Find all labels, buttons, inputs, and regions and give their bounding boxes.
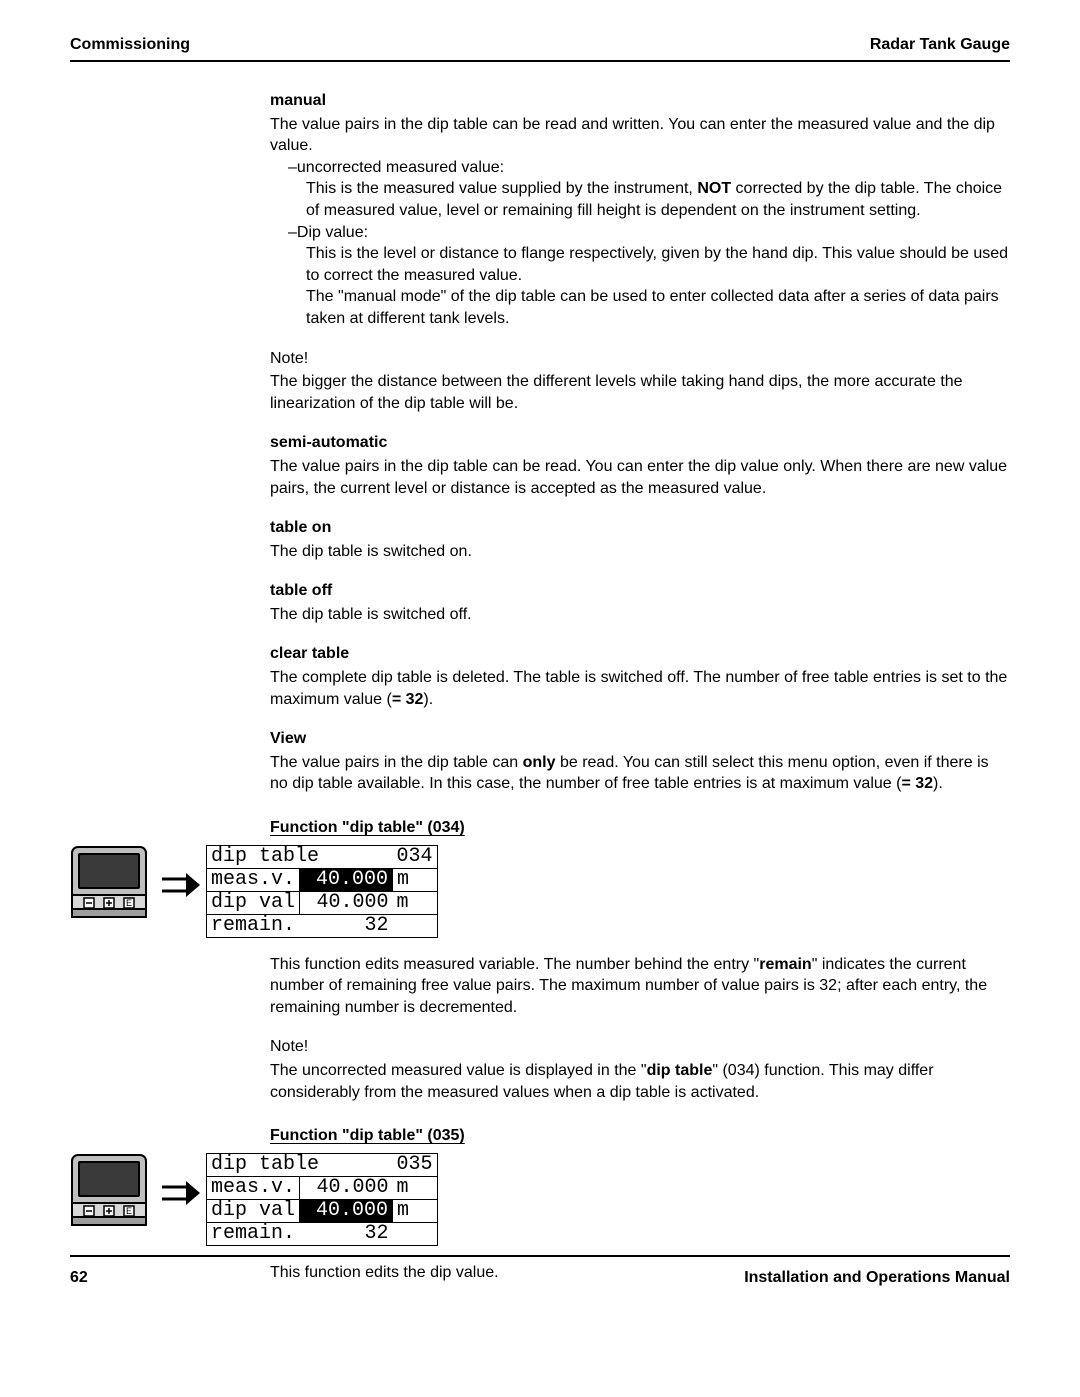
lcd034-r3-label: dip val bbox=[207, 891, 300, 914]
lcd034-r3-val: 40.000 bbox=[300, 891, 393, 914]
tableoff-heading: table off bbox=[270, 580, 1010, 602]
lcd035-r2-unit: m bbox=[393, 1176, 438, 1199]
lcd-035: dip table 035 meas.v. 40.000 m dip val 4… bbox=[206, 1153, 438, 1246]
svg-text:E: E bbox=[126, 898, 132, 908]
device-icon: E bbox=[70, 845, 148, 919]
lcd035-r4-val: 32 bbox=[300, 1222, 393, 1245]
svg-text:E: E bbox=[126, 1206, 132, 1216]
manual-heading: manual bbox=[270, 90, 1010, 112]
arrow-icon bbox=[160, 871, 200, 899]
tableon-heading: table on bbox=[270, 517, 1010, 539]
lcd035-r3-unit: m bbox=[393, 1199, 438, 1222]
header-left: Commissioning bbox=[70, 36, 190, 54]
lcd035-r2-label: meas.v. bbox=[207, 1176, 300, 1199]
manual-bullet2-text2: The "manual mode" of the dip table can b… bbox=[306, 286, 1010, 329]
lcd034-r2-unit: m bbox=[393, 868, 438, 891]
footer-page-number: 62 bbox=[70, 1269, 88, 1287]
lcd035-r4-label: remain. bbox=[207, 1222, 300, 1245]
arrow-icon bbox=[160, 1179, 200, 1207]
semi-heading: semi-automatic bbox=[270, 432, 1010, 454]
lcd034-r1-left: dip table bbox=[207, 845, 393, 868]
note1-title: Note! bbox=[270, 348, 1010, 370]
lcd034-r1-right: 034 bbox=[393, 845, 438, 868]
manual-bullet1-title: –uncorrected measured value: bbox=[298, 157, 1010, 179]
lcd035-r3-val: 40.000 bbox=[300, 1199, 393, 1222]
lcd035-r3-label: dip val bbox=[207, 1199, 300, 1222]
lcd034-r2-label: meas.v. bbox=[207, 868, 300, 891]
lcd035-r1-right: 035 bbox=[393, 1153, 438, 1176]
device-icon: E bbox=[70, 1153, 148, 1227]
view-heading: View bbox=[270, 728, 1010, 750]
manual-bullet2-text1: This is the level or distance to flange … bbox=[306, 243, 1010, 286]
manual-bullet2-title: –Dip value: bbox=[298, 222, 1010, 244]
lcd034-r4-val: 32 bbox=[300, 914, 393, 937]
note2-text: The uncorrected measured value is displa… bbox=[270, 1060, 1010, 1103]
lcd-034: dip table 034 meas.v. 40.000 m dip val 4… bbox=[206, 845, 438, 938]
manual-intro: The value pairs in the dip table can be … bbox=[270, 114, 1010, 157]
view-text: The value pairs in the dip table can onl… bbox=[270, 752, 1010, 795]
tableon-text: The dip table is switched on. bbox=[270, 541, 1010, 563]
note1-text: The bigger the distance between the diff… bbox=[270, 371, 1010, 414]
semi-text: The value pairs in the dip table can be … bbox=[270, 456, 1010, 499]
footer-right: Installation and Operations Manual bbox=[744, 1269, 1010, 1287]
func035-heading: Function "dip table" (035) bbox=[270, 1125, 1010, 1147]
func034-heading: Function "dip table" (034) bbox=[270, 817, 1010, 839]
lcd035-r2-val: 40.000 bbox=[300, 1176, 393, 1199]
clear-text: The complete dip table is deleted. The t… bbox=[270, 667, 1010, 710]
lcd035-r1-left: dip table bbox=[207, 1153, 393, 1176]
lcd034-r2-val: 40.000 bbox=[300, 868, 393, 891]
note2-title: Note! bbox=[270, 1036, 1010, 1058]
manual-bullet1-text: This is the measured value supplied by t… bbox=[306, 178, 1010, 221]
func034-text: This function edits measured variable. T… bbox=[270, 954, 1010, 1019]
tableoff-text: The dip table is switched off. bbox=[270, 604, 1010, 626]
lcd034-r4-label: remain. bbox=[207, 914, 300, 937]
lcd034-r3-unit: m bbox=[393, 891, 438, 914]
clear-heading: clear table bbox=[270, 643, 1010, 665]
header-right: Radar Tank Gauge bbox=[870, 36, 1010, 54]
